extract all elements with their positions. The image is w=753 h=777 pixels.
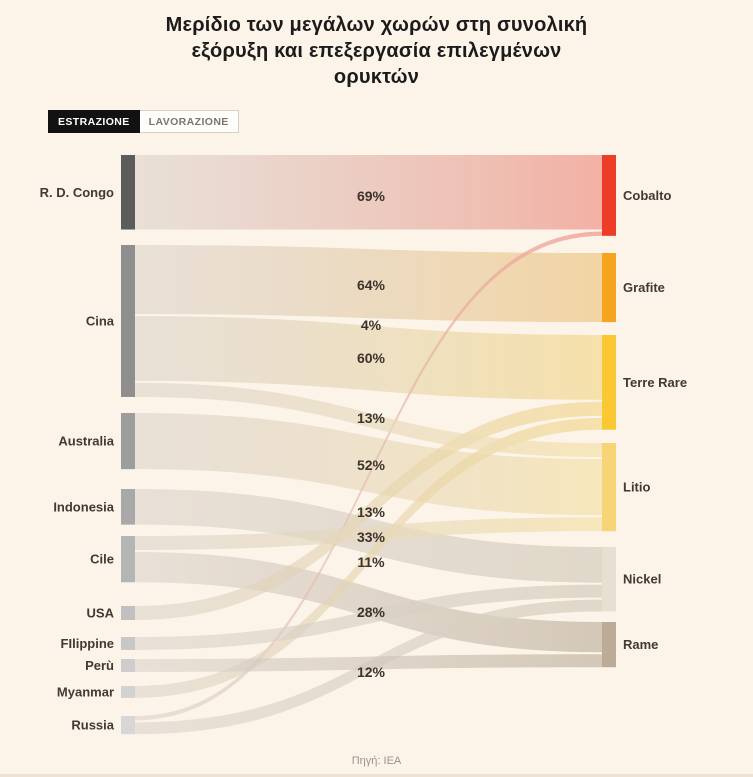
sankey-node-myanmar[interactable] — [121, 686, 135, 698]
sankey-flow-cina-terre_rare[interactable] — [135, 316, 602, 400]
sankey-flow-cile-rame[interactable] — [135, 552, 602, 653]
sankey-flow-cile-litio[interactable] — [135, 517, 602, 551]
sankey-node-filippine[interactable] — [121, 637, 135, 650]
node-label-cile: Cile — [90, 552, 114, 567]
node-label-grafite: Grafite — [623, 280, 665, 295]
node-label-myanmar: Myanmar — [57, 684, 114, 699]
node-label-congo: R. D. Congo — [40, 185, 114, 200]
sankey-node-congo[interactable] — [121, 155, 135, 230]
sankey-flow-cina-grafite[interactable] — [135, 245, 602, 323]
sankey-flow-myanmar-terre_rare[interactable] — [135, 417, 602, 698]
flow-value-label-russia-cobalto: 4% — [361, 317, 382, 333]
node-label-russia: Russia — [71, 718, 114, 733]
flow-value-label-indonesia-nickel: 33% — [357, 529, 386, 545]
node-label-nickel: Nickel — [623, 572, 661, 587]
node-label-litio: Litio — [623, 480, 650, 495]
node-label-usa: USA — [87, 606, 115, 621]
node-label-australia: Australia — [58, 434, 114, 449]
sankey-node-grafite[interactable] — [602, 253, 616, 323]
node-label-peru: Perù — [85, 658, 114, 673]
sankey-flow-peru-rame[interactable] — [135, 654, 602, 672]
flow-value-label-congo-cobalto: 69% — [357, 188, 386, 204]
sankey-node-terre_rare[interactable] — [602, 335, 616, 430]
flow-value-label-australia-litio: 52% — [357, 457, 386, 473]
sankey-flow-filippine-nickel[interactable] — [135, 584, 602, 650]
sankey-node-litio[interactable] — [602, 443, 616, 532]
flow-value-label-peru-rame: 12% — [357, 664, 386, 680]
flow-value-label-cina-grafite: 64% — [357, 277, 386, 293]
tab-estrazione[interactable]: ESTRAZIONE — [48, 110, 140, 133]
node-label-filippine: FIlippine — [61, 636, 114, 651]
source-note: Πηγή: IEA — [351, 755, 402, 767]
flow-value-label-myanmar-terre_rare: 11% — [357, 554, 385, 570]
sankey-node-rame[interactable] — [602, 622, 616, 668]
sankey-flow-congo-cobalto[interactable] — [135, 155, 602, 230]
sankey-flow-russia-cobalto[interactable] — [135, 231, 602, 721]
sankey-node-nickel[interactable] — [602, 547, 616, 612]
sankey-node-cile[interactable] — [121, 536, 135, 583]
sankey-node-indonesia[interactable] — [121, 489, 135, 525]
title-line-3: ορυκτών — [333, 66, 420, 88]
node-label-cina: Cina — [86, 313, 115, 328]
sankey-flow-australia-litio[interactable] — [135, 413, 602, 516]
sankey-flow-cina-litio[interactable] — [135, 382, 602, 458]
sankey-node-usa[interactable] — [121, 606, 135, 621]
node-label-indonesia: Indonesia — [53, 499, 114, 514]
flow-value-label-usa-terre_rare: 13% — [357, 504, 386, 520]
sankey-node-cina[interactable] — [121, 245, 135, 397]
tab-lavorazione[interactable]: LAVORAZIONE — [139, 110, 239, 133]
node-label-rame: Rame — [623, 637, 658, 652]
node-label-terre_rare: Terre Rare — [623, 375, 687, 390]
view-tabs: ESTRAZIONE LAVORAZIONE — [48, 110, 239, 133]
chart-title: Μερίδιο των μεγάλων χωρών στη συνολική ε… — [0, 12, 753, 90]
flow-value-label-cina-terre_rare: 60% — [357, 350, 386, 366]
sankey-node-australia[interactable] — [121, 413, 135, 470]
sankey-node-russia[interactable] — [121, 716, 135, 735]
flow-value-label-cile-rame: 28% — [357, 604, 386, 620]
sankey-node-peru[interactable] — [121, 659, 135, 672]
node-label-cobalto: Cobalto — [623, 188, 671, 203]
sankey-flow-usa-terre_rare[interactable] — [135, 401, 602, 621]
title-line-2: εξόρυξη και επεξεργασία επιλεγμένων — [191, 40, 562, 62]
flow-value-label-cina-litio: 13% — [357, 410, 386, 426]
title-line-1: Μερίδιο των μεγάλων χωρών στη συνολική — [165, 14, 588, 36]
sankey-node-cobalto[interactable] — [602, 155, 616, 236]
bottom-edge — [0, 774, 753, 777]
